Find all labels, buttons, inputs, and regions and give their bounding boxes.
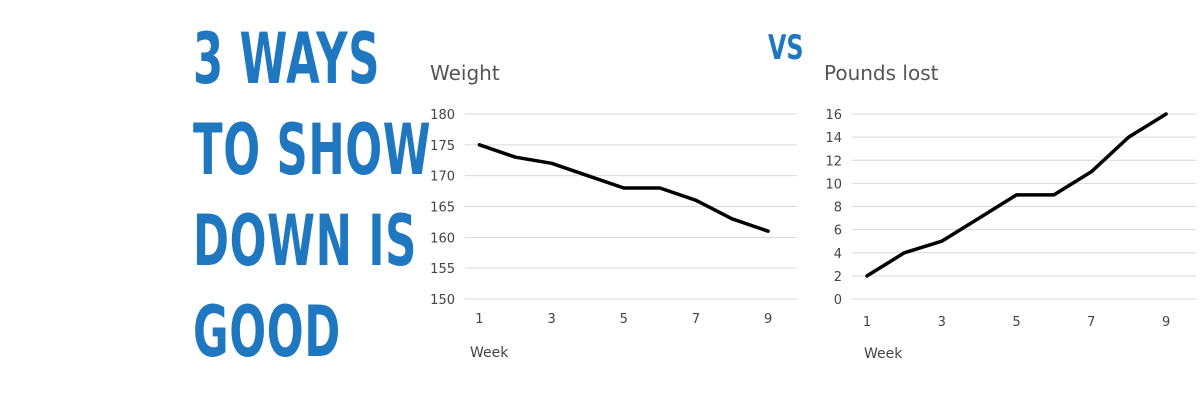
y-tick-label: 16 <box>825 108 842 123</box>
pounds-lost-chart: Pounds lost 16 14 12 10 8 6 4 2 0 1 3 5 7 9 Week <box>824 61 1196 362</box>
x-tick-label: 7 <box>692 312 700 327</box>
y-tick-label: 10 <box>825 177 842 192</box>
x-axis-label: Week <box>864 346 903 362</box>
headline-line-4: GOOD <box>193 291 341 373</box>
headline-line-2: TO SHOW <box>193 109 432 191</box>
x-axis-label: Week <box>470 345 509 361</box>
x-tick-label: 7 <box>1087 315 1095 330</box>
y-tick-label: 4 <box>834 247 842 262</box>
x-tick-label: 3 <box>547 312 555 327</box>
vs-label: VS <box>768 28 804 68</box>
y-tick-label: 165 <box>430 201 455 216</box>
y-tick-label: 155 <box>430 262 455 277</box>
y-tick-label: 180 <box>430 108 455 123</box>
headline-line-1: 3 WAYS <box>193 18 381 100</box>
series-line <box>865 112 1168 278</box>
y-tick-label: 0 <box>834 293 842 308</box>
headline-line-3: DOWN IS <box>193 200 417 282</box>
y-tick-label: 12 <box>825 154 842 169</box>
weight-chart: Weight 180 175 170 165 160 155 150 1 3 5 7 9 Week <box>430 61 797 361</box>
y-tick-label: 6 <box>834 224 842 239</box>
x-tick-label: 1 <box>863 315 871 330</box>
y-tick-label: 150 <box>430 293 455 308</box>
y-tick-label: 2 <box>834 270 842 285</box>
chart-title: Weight <box>430 61 500 85</box>
y-tick-label: 175 <box>430 139 455 154</box>
x-tick-label: 9 <box>764 312 772 327</box>
y-tick-label: 8 <box>834 201 842 216</box>
series-line <box>477 143 770 233</box>
y-tick-label: 170 <box>430 170 455 185</box>
chart-title: Pounds lost <box>824 61 939 85</box>
x-tick-label: 3 <box>938 315 946 330</box>
x-tick-label: 5 <box>620 312 628 327</box>
y-tick-label: 160 <box>430 231 455 246</box>
x-tick-label: 1 <box>475 312 483 327</box>
headline: 3 WAYS TO SHOW DOWN IS GOOD <box>193 14 432 378</box>
x-tick-label: 5 <box>1012 315 1020 330</box>
y-tick-label: 14 <box>825 131 842 146</box>
x-tick-label: 9 <box>1162 315 1170 330</box>
